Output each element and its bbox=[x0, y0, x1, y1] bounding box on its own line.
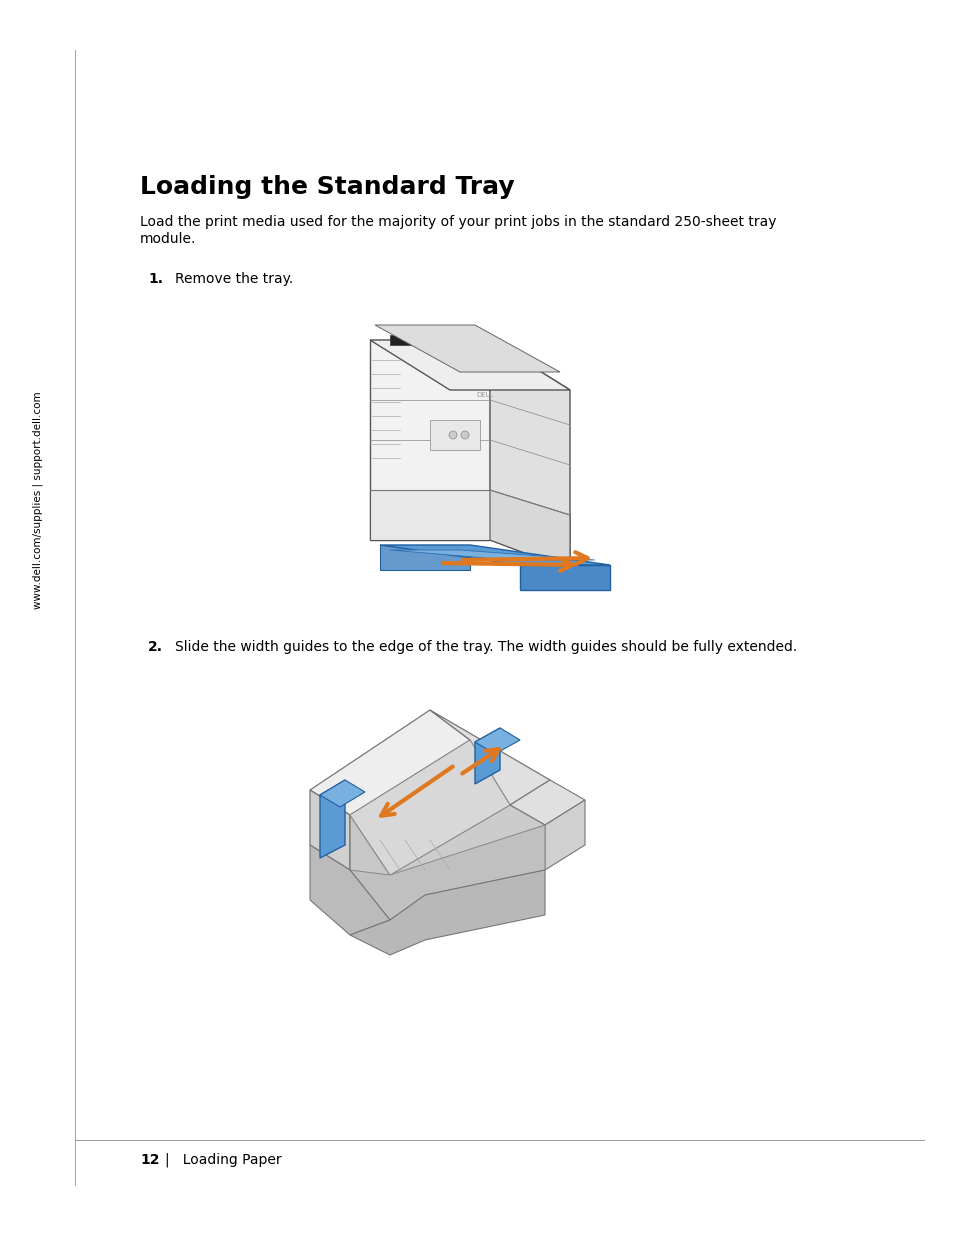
Polygon shape bbox=[350, 869, 544, 955]
Text: 1.: 1. bbox=[148, 272, 163, 287]
Circle shape bbox=[449, 431, 456, 438]
Polygon shape bbox=[319, 781, 345, 858]
Polygon shape bbox=[390, 805, 544, 895]
Circle shape bbox=[460, 431, 469, 438]
Polygon shape bbox=[319, 781, 365, 806]
Polygon shape bbox=[390, 335, 475, 345]
Text: Slide the width guides to the edge of the tray. The width guides should be fully: Slide the width guides to the edge of th… bbox=[174, 640, 797, 655]
Polygon shape bbox=[310, 710, 470, 815]
Polygon shape bbox=[350, 825, 544, 920]
Polygon shape bbox=[430, 420, 479, 450]
Polygon shape bbox=[370, 340, 569, 390]
Polygon shape bbox=[375, 325, 559, 372]
Polygon shape bbox=[475, 727, 519, 755]
Text: 12: 12 bbox=[140, 1153, 159, 1167]
Polygon shape bbox=[475, 727, 499, 784]
Text: Loading the Standard Tray: Loading the Standard Tray bbox=[140, 175, 514, 199]
Polygon shape bbox=[370, 340, 490, 540]
Polygon shape bbox=[490, 340, 569, 571]
Polygon shape bbox=[544, 800, 584, 869]
Text: 2.: 2. bbox=[148, 640, 163, 655]
Text: Load the print media used for the majority of your print jobs in the standard 25: Load the print media used for the majori… bbox=[140, 215, 776, 228]
Polygon shape bbox=[310, 790, 350, 869]
Polygon shape bbox=[370, 490, 490, 540]
Polygon shape bbox=[490, 490, 569, 571]
Polygon shape bbox=[519, 564, 609, 590]
Text: Remove the tray.: Remove the tray. bbox=[174, 272, 293, 287]
Text: |   Loading Paper: | Loading Paper bbox=[165, 1152, 281, 1167]
Polygon shape bbox=[379, 545, 609, 564]
Text: DELL: DELL bbox=[476, 391, 493, 398]
Polygon shape bbox=[350, 815, 390, 920]
Polygon shape bbox=[310, 845, 390, 935]
Text: www.dell.com/supplies | support.dell.com: www.dell.com/supplies | support.dell.com bbox=[32, 391, 43, 609]
Polygon shape bbox=[510, 781, 584, 825]
Polygon shape bbox=[390, 550, 595, 559]
Polygon shape bbox=[430, 710, 550, 805]
Text: module.: module. bbox=[140, 232, 196, 246]
Polygon shape bbox=[350, 740, 510, 876]
Polygon shape bbox=[379, 545, 470, 571]
